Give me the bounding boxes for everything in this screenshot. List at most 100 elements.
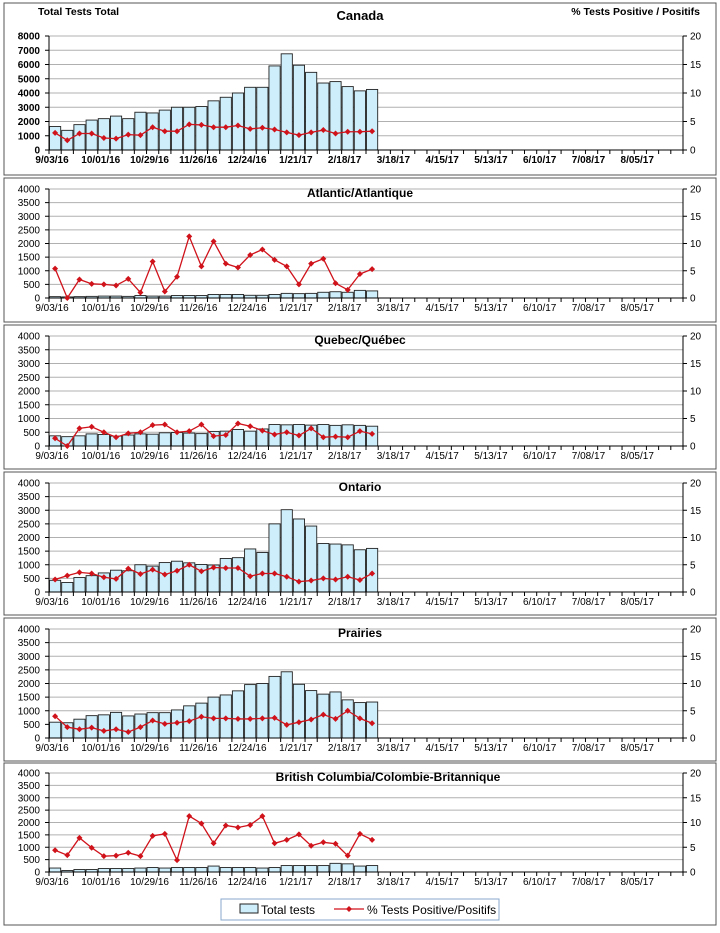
bar-total-tests	[134, 564, 147, 593]
point-pct-positive	[125, 849, 132, 856]
y-tick-label: 0	[34, 294, 40, 305]
y2-tick-label: 15	[690, 793, 702, 804]
point-pct-positive	[125, 131, 132, 138]
point-pct-positive	[295, 432, 302, 439]
y-tick-label: 1000	[18, 706, 41, 717]
panel-ontario: 0 500 1000 1500 2000 2500 3000 3500 4000 0 5 10 15 20…	[3, 471, 717, 616]
point-pct-positive	[320, 711, 327, 718]
x-tick-label: 10/01/16	[81, 451, 120, 462]
y-tick-label: 4000	[18, 332, 41, 343]
point-pct-positive	[222, 260, 229, 267]
bar-total-tests	[366, 701, 379, 739]
y-tick-label: 1500	[18, 693, 41, 704]
bar-total-tests	[268, 867, 281, 873]
point-pct-positive	[283, 429, 290, 436]
bar-total-tests	[305, 865, 318, 873]
x-tick-label: 2/18/17	[328, 155, 362, 166]
point-pct-positive	[271, 256, 278, 263]
x-tick-label: 11/26/16	[179, 451, 218, 462]
y-tick-label: 500	[23, 280, 40, 291]
bar-total-tests	[353, 289, 366, 299]
point-pct-positive	[149, 422, 156, 429]
x-tick-label: 3/18/17	[377, 155, 411, 166]
point-pct-positive	[174, 857, 181, 864]
y-tick-label: 1000	[18, 266, 41, 277]
x-tick-label: 1/21/17	[279, 451, 313, 462]
y2-tick-label: 20	[690, 769, 702, 780]
point-pct-positive	[332, 433, 339, 440]
x-tick-label: 12/24/16	[228, 597, 267, 608]
point-pct-positive	[247, 821, 254, 828]
point-pct-positive	[210, 238, 217, 245]
bar-total-tests	[85, 575, 98, 593]
point-pct-positive	[100, 135, 107, 142]
bar-total-tests	[146, 433, 159, 447]
point-pct-positive	[64, 572, 71, 579]
point-pct-positive	[76, 130, 83, 137]
bar-total-tests	[268, 675, 281, 739]
y-tick-label: 1500	[18, 547, 41, 558]
point-pct-positive	[283, 263, 290, 270]
point-pct-positive	[113, 726, 120, 733]
x-tick-label: 9/03/16	[35, 597, 69, 608]
y-tick-label: 1500	[18, 253, 41, 264]
x-tick-label: 6/10/17	[523, 451, 557, 462]
y2-tick-label: 10	[690, 239, 702, 250]
x-tick-label: 3/18/17	[377, 451, 411, 462]
bar-total-tests	[146, 712, 159, 739]
bar-total-tests	[110, 868, 123, 873]
x-tick-label: 12/24/16	[228, 743, 267, 754]
y2-tick-label: 5	[690, 266, 696, 277]
point-pct-positive	[137, 429, 144, 436]
x-tick-label: 1/21/17	[279, 155, 313, 166]
panel-frame	[3, 762, 717, 926]
point-pct-positive	[88, 570, 95, 577]
point-pct-positive	[332, 280, 339, 287]
point-pct-positive	[259, 715, 266, 722]
y2-tick-label: 20	[690, 185, 702, 196]
point-pct-positive	[247, 715, 254, 722]
y2-tick-label: 0	[690, 868, 696, 879]
point-pct-positive	[234, 565, 241, 572]
point-pct-positive	[137, 724, 144, 731]
point-pct-positive	[186, 813, 193, 820]
y2-tick-label: 0	[690, 734, 696, 745]
point-pct-positive	[222, 715, 229, 722]
bar-total-tests	[341, 699, 354, 739]
point-pct-positive	[356, 830, 363, 837]
point-pct-positive	[356, 715, 363, 722]
point-pct-positive	[125, 430, 132, 437]
bar-total-tests	[366, 88, 379, 151]
y-tick-label: 1500	[18, 830, 41, 841]
right-axis-title: % Tests Positive / Positifs	[571, 6, 700, 18]
x-tick-label: 3/18/17	[377, 743, 411, 754]
y-tick-label: 0	[34, 734, 40, 745]
bar-total-tests	[231, 92, 245, 151]
x-tick-label: 7/08/17	[572, 743, 606, 754]
point-pct-positive	[283, 129, 290, 136]
point-pct-positive	[64, 295, 71, 301]
bar-total-tests	[280, 865, 293, 873]
bar-total-tests	[183, 106, 196, 151]
point-pct-positive	[52, 713, 59, 720]
point-pct-positive	[369, 128, 376, 135]
point-pct-positive	[222, 822, 229, 829]
x-tick-label: 6/10/17	[523, 155, 557, 166]
bar-total-tests	[292, 293, 305, 299]
y2-tick-label: 15	[690, 506, 702, 517]
point-pct-positive	[295, 719, 302, 726]
point-pct-positive	[295, 281, 302, 288]
y2-tick-label: 20	[690, 479, 702, 490]
x-tick-label: 10/29/16	[130, 451, 169, 462]
point-pct-positive	[174, 567, 181, 574]
point-pct-positive	[161, 128, 168, 135]
y2-tick-label: 15	[690, 359, 702, 370]
point-pct-positive	[125, 275, 132, 282]
bar-total-tests	[158, 867, 171, 873]
y2-tick-label: 5	[690, 414, 696, 425]
point-pct-positive	[64, 852, 71, 859]
y-tick-label: 1000	[18, 414, 41, 425]
legend: Total tests % Tests Positive/Positifs	[220, 898, 500, 921]
point-pct-positive	[234, 264, 241, 271]
bar-total-tests	[280, 424, 293, 447]
